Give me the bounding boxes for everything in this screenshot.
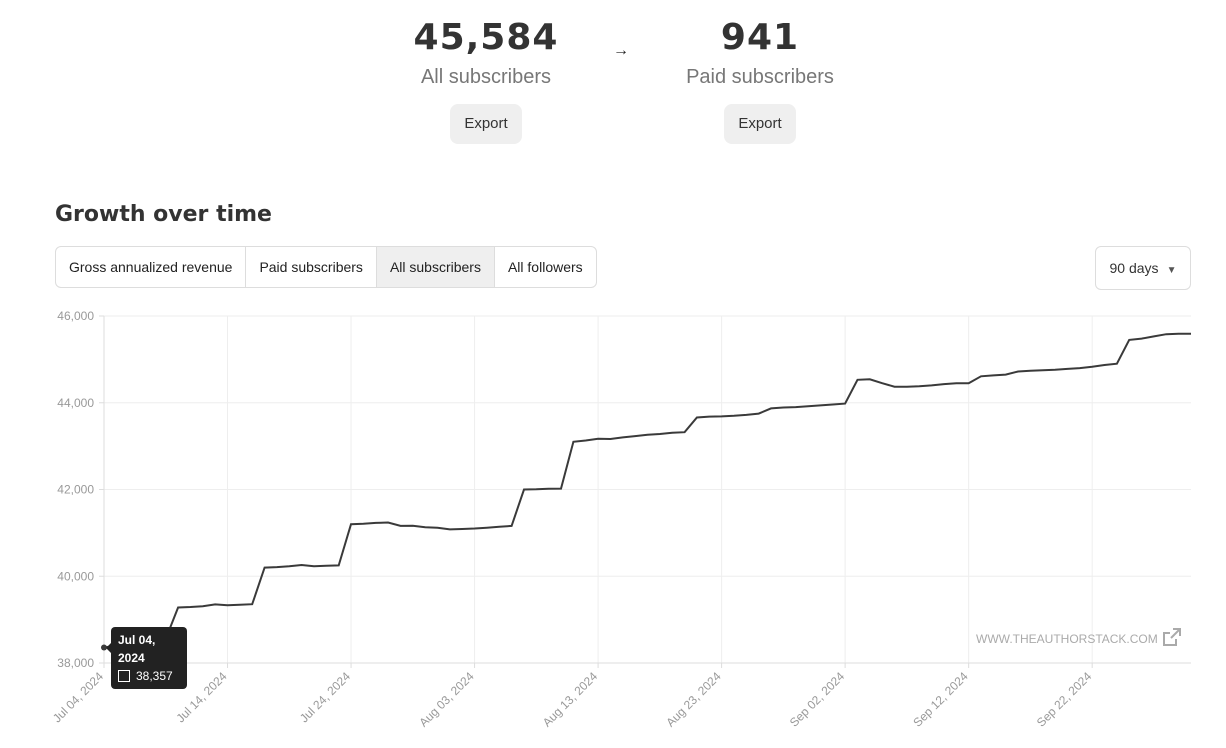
tab-gross-annualized-revenue[interactable]: Gross annualized revenue [56, 247, 247, 287]
x-tick-label: Sep 02, 2024 [787, 669, 848, 730]
x-tick-label: Aug 03, 2024 [416, 669, 477, 730]
x-tick-label: Sep 12, 2024 [910, 669, 971, 730]
caret-down-icon: ▼ [1166, 265, 1177, 276]
y-axis-ticks: 38,000 40,000 42,000 44,000 46,000 [57, 309, 104, 670]
x-axis-ticks: Jul 04, 2024 Jul 14, 2024 Jul 24, 2024 Aug … [50, 663, 1095, 730]
watermark-text: WWW.THEAUTHORSTACK.COM [976, 632, 1158, 646]
y-tick-label: 40,000 [57, 569, 94, 583]
paid-subscribers-stat: 941 Paid subscribers Export [680, 14, 840, 144]
all-subscribers-line [103, 332, 1191, 649]
all-subscribers-label: All subscribers [420, 66, 552, 88]
x-tick-label: Jul 04, 2024 [50, 669, 106, 725]
tab-paid-subscribers[interactable]: Paid subscribers [246, 247, 377, 287]
tooltip-date: Jul 04, 2024 [118, 633, 156, 665]
all-subscribers-stat: 45,584 All subscribers Export [411, 14, 561, 144]
y-tick-label: 42,000 [57, 483, 94, 497]
paid-subscribers-count: 941 [720, 17, 800, 58]
chart-grid [103, 315, 1191, 664]
external-link-icon [1162, 627, 1182, 650]
tab-all-subscribers[interactable]: All subscribers [376, 247, 495, 287]
chart-tooltip: Jul 04, 2024 38,357 [106, 627, 187, 689]
tooltip-value: 38,357 [136, 669, 173, 683]
paid-subscribers-label: Paid subscribers [686, 66, 834, 88]
y-tick-label: 38,000 [57, 656, 94, 670]
export-all-subscribers-button[interactable]: Export [450, 104, 522, 144]
x-tick-label: Aug 23, 2024 [663, 669, 724, 730]
arrow-right-icon: → [613, 42, 629, 59]
section-title: Growth over time [55, 202, 272, 227]
tab-all-followers[interactable]: All followers [507, 259, 583, 275]
x-tick-label: Aug 13, 2024 [540, 669, 601, 730]
x-tick-label: Sep 22, 2024 [1034, 669, 1095, 730]
metric-tabs: Gross annualized revenue Paid subscriber… [55, 246, 597, 288]
watermark[interactable]: WWW.THEAUTHORSTACK.COM [976, 627, 1182, 650]
series-swatch-icon [118, 670, 130, 682]
hover-point [101, 644, 107, 651]
export-paid-subscribers-button[interactable]: Export [724, 104, 796, 144]
date-range-select[interactable]: 90 days ▼ [1095, 246, 1191, 290]
y-tick-label: 44,000 [57, 396, 94, 410]
subscriber-growth-chart: 38,000 40,000 42,000 44,000 46,000 Jul 04, 2… [50, 309, 1191, 730]
y-tick-label: 46,000 [57, 309, 94, 323]
date-range-label: 90 days [1109, 260, 1159, 276]
all-subscribers-count: 45,584 [413, 17, 559, 58]
x-tick-label: Jul 24, 2024 [297, 669, 353, 725]
